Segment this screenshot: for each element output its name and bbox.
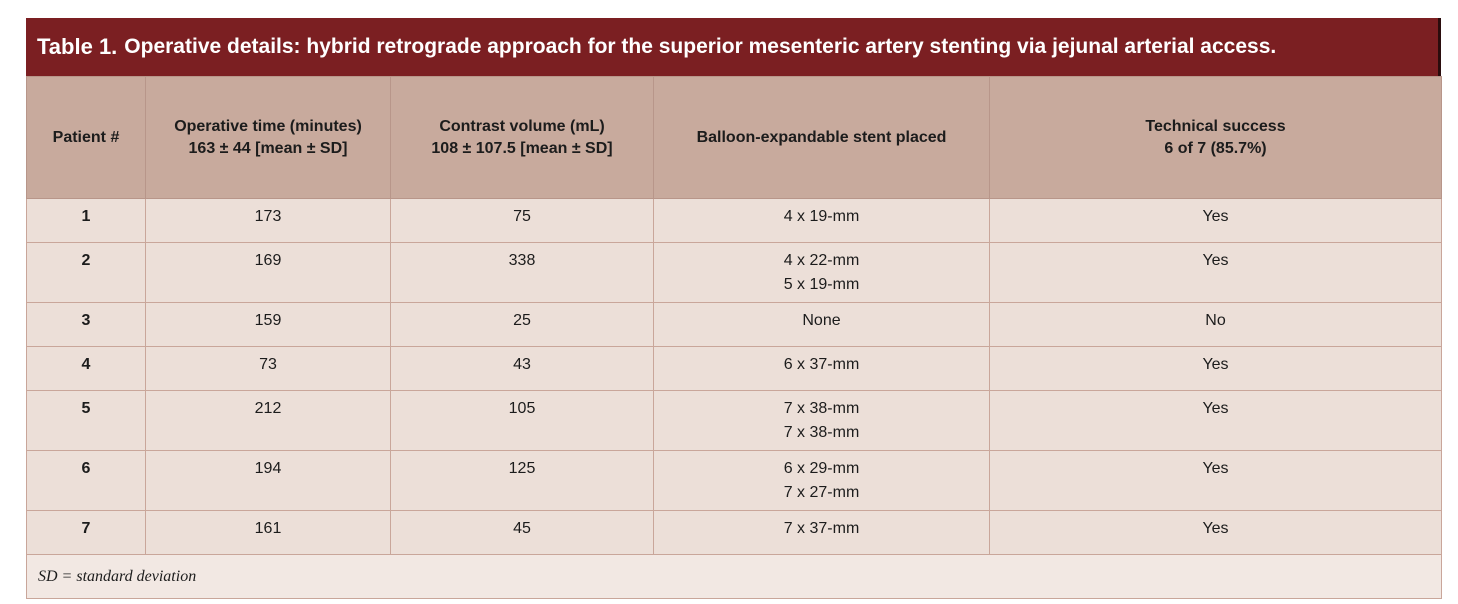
header-operative-time-line-2: 163 ± 44 [mean ± SD]	[188, 139, 348, 157]
table-body: 1 173 75 4 x 19-mm Yes 2 169 338 4 x 22-…	[26, 198, 1442, 555]
header-technical-success-line-1: Technical success	[1145, 117, 1286, 135]
cell-stent-placed: None	[653, 302, 990, 347]
cell-technical-success: No	[989, 302, 1442, 347]
header-operative-time: Operative time (minutes) 163 ± 44 [mean …	[145, 76, 391, 199]
table-row: 2 169 338 4 x 22-mm 5 x 19-mm Yes	[26, 242, 1442, 303]
header-contrast-volume-line-1: Contrast volume (mL)	[439, 117, 605, 135]
table-row: 4 73 43 6 x 37-mm Yes	[26, 346, 1442, 391]
cell-patient: 7	[26, 510, 146, 555]
cell-technical-success: Yes	[989, 390, 1442, 451]
table-title-label: Table 1.	[37, 34, 118, 59]
table-header: Patient # Operative time (minutes) 163 ±…	[26, 76, 1442, 199]
header-patient-line-1: Patient #	[52, 128, 120, 146]
cell-technical-success: Yes	[989, 346, 1442, 391]
cell-stent-placed: 7 x 38-mm 7 x 38-mm	[653, 390, 990, 451]
cell-contrast-volume: 75	[390, 198, 654, 243]
table-title-text: Operative details: hybrid retrograde app…	[124, 35, 1277, 58]
header-row: Patient # Operative time (minutes) 163 ±…	[26, 76, 1442, 199]
cell-stent-placed: 6 x 37-mm	[653, 346, 990, 391]
cell-patient: 3	[26, 302, 146, 347]
table-row: 6 194 125 6 x 29-mm 7 x 27-mm Yes	[26, 450, 1442, 511]
stent-line: 6 x 29-mm	[783, 460, 860, 477]
cell-patient: 5	[26, 390, 146, 451]
cell-technical-success: Yes	[989, 450, 1442, 511]
cell-stent-placed: 6 x 29-mm 7 x 27-mm	[653, 450, 990, 511]
cell-operative-time: 73	[145, 346, 391, 391]
cell-technical-success: Yes	[989, 198, 1442, 243]
cell-operative-time: 169	[145, 242, 391, 303]
stent-line: 4 x 19-mm	[783, 208, 860, 225]
header-technical-success: Technical success 6 of 7 (85.7%)	[989, 76, 1442, 199]
data-table: Patient # Operative time (minutes) 163 ±…	[26, 76, 1442, 599]
cell-patient: 6	[26, 450, 146, 511]
cell-technical-success: Yes	[989, 510, 1442, 555]
cell-contrast-volume: 43	[390, 346, 654, 391]
table-row: 1 173 75 4 x 19-mm Yes	[26, 198, 1442, 243]
header-stent-placed: Balloon-expandable stent placed	[653, 76, 990, 199]
header-technical-success-line-2: 6 of 7 (85.7%)	[1164, 139, 1267, 157]
table-row: 7 161 45 7 x 37-mm Yes	[26, 510, 1442, 555]
cell-operative-time: 161	[145, 510, 391, 555]
table-row: 5 212 105 7 x 38-mm 7 x 38-mm Yes	[26, 390, 1442, 451]
header-contrast-volume: Contrast volume (mL) 108 ± 107.5 [mean ±…	[390, 76, 654, 199]
stent-line: 6 x 37-mm	[783, 356, 860, 373]
stent-line: 7 x 27-mm	[783, 484, 860, 501]
table-row: 3 159 25 None No	[26, 302, 1442, 347]
footnote-row: SD = standard deviation	[26, 554, 1442, 599]
cell-operative-time: 212	[145, 390, 391, 451]
header-patient: Patient #	[26, 76, 146, 199]
cell-technical-success: Yes	[989, 242, 1442, 303]
cell-patient: 1	[26, 198, 146, 243]
table-title-bar: Table 1. Operative details: hybrid retro…	[26, 18, 1441, 76]
stent-line: 7 x 37-mm	[783, 520, 860, 537]
header-operative-time-line-1: Operative time (minutes)	[174, 117, 362, 135]
cell-operative-time: 159	[145, 302, 391, 347]
cell-contrast-volume: 45	[390, 510, 654, 555]
table-footer: SD = standard deviation	[26, 554, 1442, 599]
stent-line: 4 x 22-mm	[783, 252, 860, 269]
cell-operative-time: 173	[145, 198, 391, 243]
stent-line: 5 x 19-mm	[783, 276, 860, 293]
cell-stent-placed: 4 x 19-mm	[653, 198, 990, 243]
cell-contrast-volume: 25	[390, 302, 654, 347]
cell-patient: 2	[26, 242, 146, 303]
header-stent-placed-line-1: Balloon-expandable stent placed	[696, 128, 947, 146]
stent-line: 7 x 38-mm	[783, 424, 860, 441]
header-contrast-volume-line-2: 108 ± 107.5 [mean ± SD]	[431, 139, 613, 157]
stent-line: 7 x 38-mm	[783, 400, 860, 417]
cell-contrast-volume: 338	[390, 242, 654, 303]
operative-details-table: Table 1. Operative details: hybrid retro…	[26, 18, 1442, 599]
cell-stent-placed: 7 x 37-mm	[653, 510, 990, 555]
cell-contrast-volume: 125	[390, 450, 654, 511]
table-footnote: SD = standard deviation	[26, 554, 1442, 599]
cell-contrast-volume: 105	[390, 390, 654, 451]
cell-stent-placed: 4 x 22-mm 5 x 19-mm	[653, 242, 990, 303]
cell-patient: 4	[26, 346, 146, 391]
cell-operative-time: 194	[145, 450, 391, 511]
stent-line: None	[802, 312, 841, 329]
